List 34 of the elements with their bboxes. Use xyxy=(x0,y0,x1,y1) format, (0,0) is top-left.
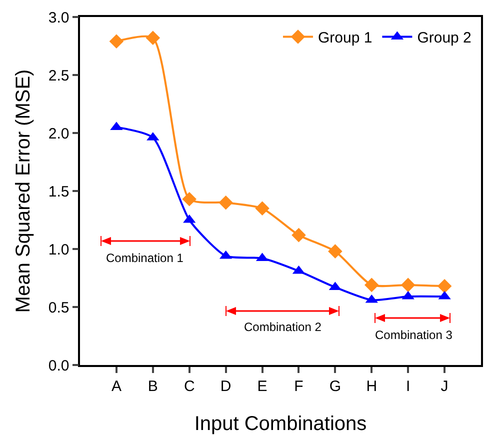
y-tick-label: 0.0 xyxy=(48,357,70,374)
x-tick-label: C xyxy=(184,378,195,395)
y-tick-label: 2.0 xyxy=(48,125,70,142)
x-tick-label: A xyxy=(111,378,122,395)
y-tick-label: 1.5 xyxy=(48,183,70,200)
y-tick-label: 1.0 xyxy=(48,241,70,258)
y-tick-label: 3.0 xyxy=(48,9,70,26)
point xyxy=(292,228,306,242)
legend-label: Group 1 xyxy=(318,30,372,47)
point xyxy=(146,30,160,46)
point xyxy=(364,278,379,292)
legend-label: Group 2 xyxy=(417,30,472,47)
y-tick-label: 0.5 xyxy=(48,299,70,316)
annotation: Combination 2 xyxy=(244,320,322,334)
x-tick-label: E xyxy=(257,378,268,395)
x-tick-label: I xyxy=(406,378,410,395)
point xyxy=(400,278,416,292)
y-tick-label: 2.5 xyxy=(48,67,70,84)
x-tick-label: G xyxy=(329,378,342,395)
annotation: Combination 1 xyxy=(106,251,184,265)
point xyxy=(255,201,270,216)
y-axis-title: Mean Squared Error (MSE) xyxy=(12,69,34,313)
annotation: Combination 3 xyxy=(375,328,453,342)
x-tick-label: B xyxy=(148,378,158,395)
point xyxy=(109,34,124,49)
x-tick-label: H xyxy=(366,378,378,395)
point xyxy=(218,195,233,210)
point xyxy=(328,244,342,258)
point xyxy=(182,192,197,206)
x-tick-label: J xyxy=(440,378,448,395)
x-axis-title: Input Combinations xyxy=(194,413,367,435)
x-tick-label: F xyxy=(294,378,304,395)
point xyxy=(437,278,452,294)
x-tick-label: D xyxy=(220,378,232,395)
